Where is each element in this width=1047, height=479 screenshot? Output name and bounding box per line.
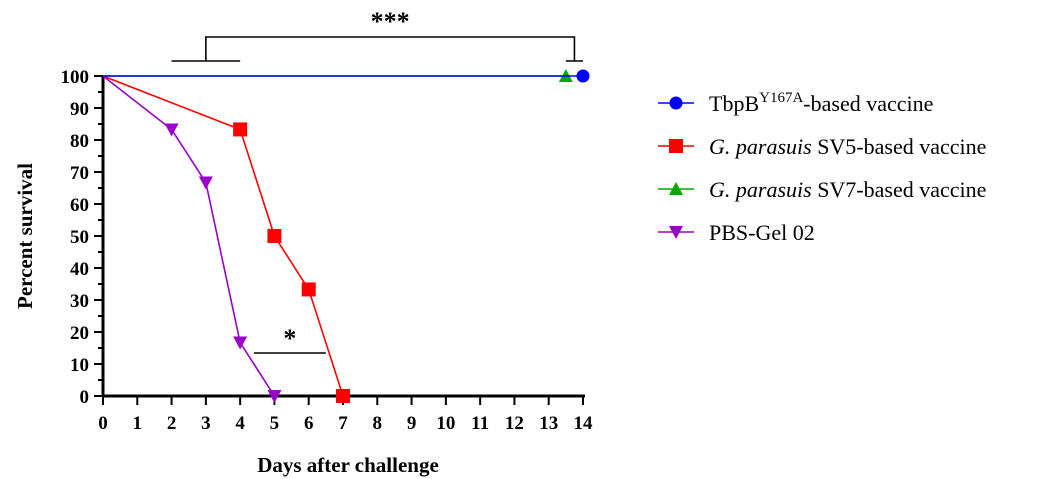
x-tick-label: 2 xyxy=(167,413,177,434)
x-tick-label: 9 xyxy=(407,413,417,434)
x-tick-label: 5 xyxy=(270,413,280,434)
y-tick-label: 60 xyxy=(70,195,89,216)
legend-label: G. parasuis SV7-based vaccine xyxy=(709,177,986,202)
marker-triangle-down xyxy=(267,390,282,403)
significance-label: *** xyxy=(371,7,410,36)
y-tick-label: 20 xyxy=(70,323,89,344)
marker-triangle-down xyxy=(669,226,683,239)
plot-marks xyxy=(102,69,590,403)
x-axis-title: Days after challenge xyxy=(257,453,439,477)
y-tick-label: 90 xyxy=(70,99,89,120)
marker-triangle-down xyxy=(233,336,248,350)
x-tick-label: 13 xyxy=(539,413,558,434)
bracket xyxy=(205,36,576,61)
x-tick-label: 10 xyxy=(436,413,455,434)
y-tick-label: 100 xyxy=(61,67,90,88)
marker-circle xyxy=(576,69,590,83)
significance-annotations: **** xyxy=(171,7,583,354)
y-tick-label: 10 xyxy=(70,355,89,376)
legend: TbpBY167A-based vaccine G. parasuis SV5-b… xyxy=(658,90,986,245)
y-tick-label: 80 xyxy=(70,131,89,152)
legend-label: PBS-Gel 02 xyxy=(709,220,815,245)
x-tick-label: 8 xyxy=(373,413,383,434)
marker-triangle-up xyxy=(669,182,683,195)
marker-circle xyxy=(669,96,683,110)
marker-square xyxy=(301,282,316,297)
x-tick-label: 4 xyxy=(235,413,245,434)
legend-label: G. parasuis SV5-based vaccine xyxy=(709,134,986,159)
marker-square xyxy=(669,139,683,153)
x-tick-label: 11 xyxy=(471,413,489,434)
legend-label: TbpBY167A-based vaccine xyxy=(709,90,933,116)
x-tick-label: 12 xyxy=(505,413,524,434)
x-tick-label: 0 xyxy=(98,413,108,434)
y-tick-label: 50 xyxy=(70,227,89,248)
axes: 0 1 2 3 4 5 6 7 8 9 10 11 12 13 1401020304050607080901… xyxy=(13,67,593,477)
marker-square xyxy=(267,229,282,243)
series-line xyxy=(102,75,276,397)
y-tick-label: 30 xyxy=(70,291,89,312)
x-tick-label: 7 xyxy=(338,413,348,434)
marker-triangle-down xyxy=(198,176,213,190)
y-axis-title: Percent survival xyxy=(13,163,37,309)
y-tick-label: 40 xyxy=(70,259,89,280)
y-tick-label: 70 xyxy=(70,163,89,184)
marker-triangle-down xyxy=(164,123,179,137)
marker-square xyxy=(233,122,248,137)
x-tick-label: 1 xyxy=(133,413,143,434)
significance-label: * xyxy=(283,324,296,353)
y-tick-label: 0 xyxy=(80,387,90,408)
x-tick-label: 6 xyxy=(304,413,314,434)
marker-square xyxy=(336,389,350,403)
series-line xyxy=(102,75,344,397)
x-tick-label: 3 xyxy=(201,413,211,434)
x-tick-label: 14 xyxy=(574,413,594,434)
